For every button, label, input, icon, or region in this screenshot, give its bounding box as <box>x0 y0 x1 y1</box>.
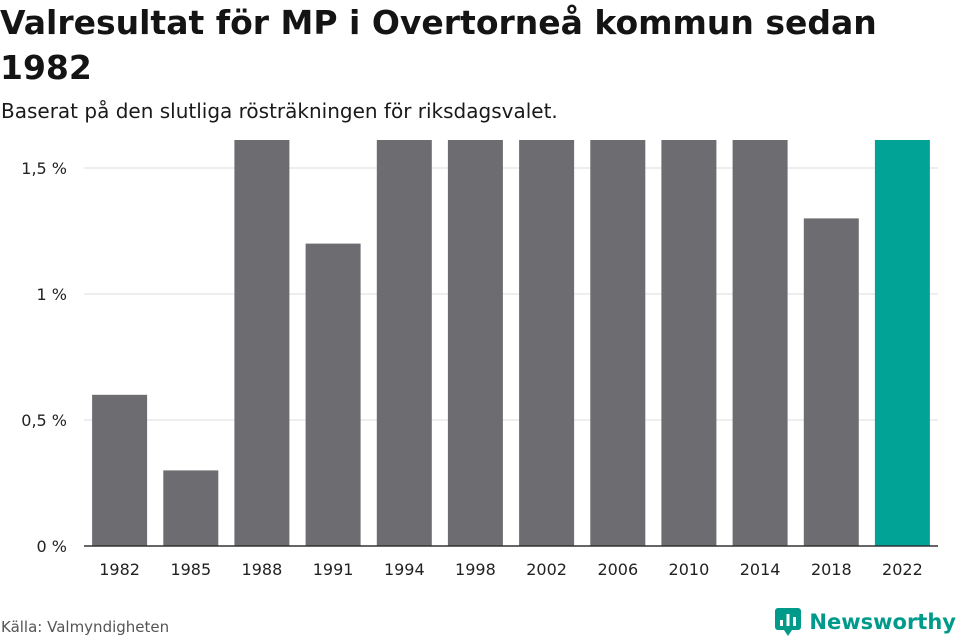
bar-1998 <box>447 140 503 547</box>
y-tick-label: 1 % <box>37 285 67 304</box>
y-tick-label: 0 % <box>37 537 67 556</box>
x-tick-label: 2010 <box>669 560 710 579</box>
newsworthy-logo-icon <box>775 608 802 636</box>
bar-chart: 0 %0,5 %1 %1,5 %2 %2,5 %3 %1982198519881… <box>21 140 938 579</box>
bar-2022 <box>874 140 930 547</box>
brand-name: Newsworthy <box>809 610 956 634</box>
x-tick-label: 2014 <box>740 560 781 579</box>
source-note: Källa: Valmyndigheten <box>1 618 170 636</box>
x-tick-label: 2002 <box>526 560 567 579</box>
bar-1982 <box>92 394 148 546</box>
x-tick-label: 1991 <box>313 560 354 579</box>
chart-subtitle: Baserat på den slutliga rösträkningen fö… <box>1 99 558 123</box>
bar-1994 <box>376 140 432 546</box>
labels: 0 %0,5 %1 %1,5 %2 %2,5 %3 %1982198519881… <box>21 159 938 579</box>
x-tick-label: 2018 <box>811 560 852 579</box>
y-tick-label: 1,5 % <box>21 159 67 178</box>
x-tick-label: 2006 <box>597 560 638 579</box>
bar-1991 <box>305 243 361 546</box>
x-tick-label: 1985 <box>170 560 211 579</box>
x-tick-label: 1988 <box>242 560 283 579</box>
bar-2002 <box>519 140 575 546</box>
bars <box>92 140 930 547</box>
brand-logo[interactable]: Newsworthy <box>775 606 956 638</box>
x-tick-label: 1982 <box>99 560 140 579</box>
bar-2006 <box>590 140 646 547</box>
chart-title: Valresultat för MP i Overtorneå kommun s… <box>0 3 877 87</box>
x-tick-label: 1994 <box>384 560 425 579</box>
bar-2018 <box>803 218 859 546</box>
x-tick-label: 1998 <box>455 560 496 579</box>
bar-2010 <box>661 140 717 547</box>
bar-2014 <box>732 140 788 546</box>
bar-1988 <box>234 140 290 547</box>
gridlines <box>84 167 938 421</box>
bar-1985 <box>163 470 219 546</box>
y-tick-label: 0,5 % <box>21 411 67 430</box>
x-tick-label: 2022 <box>882 560 923 579</box>
